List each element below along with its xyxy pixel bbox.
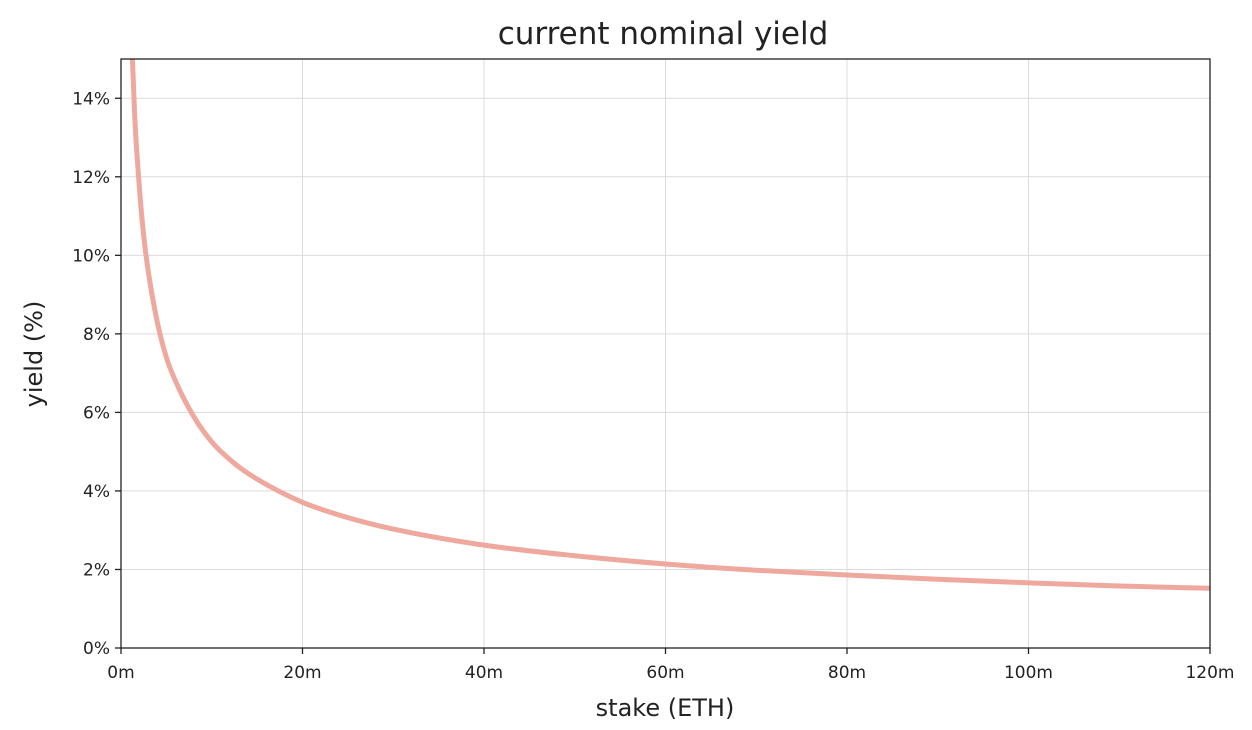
x-tick-label: 120m — [1185, 663, 1234, 683]
x-axis-ticks: 0m 20m 40m 60m 80m 100m 120m — [107, 648, 1235, 683]
x-tick-label: 60m — [646, 663, 684, 683]
y-axis-label: yield (%) — [20, 301, 48, 408]
yield-series-line — [129, 59, 1210, 591]
y-axis-ticks: 0% 2% 4% 6% 8% 10% 12% 14% — [72, 89, 121, 659]
x-tick-label: 0m — [107, 663, 134, 683]
x-tick-label: 20m — [283, 663, 321, 683]
y-tick-label: 4% — [83, 482, 110, 502]
y-tick-label: 12% — [72, 168, 110, 188]
y-tick-label: 6% — [83, 403, 110, 423]
grid — [120, 59, 1211, 649]
series-layer — [129, 59, 1210, 591]
x-tick-label: 80m — [828, 663, 866, 683]
x-tick-label: 100m — [1004, 663, 1053, 683]
y-tick-label: 2% — [83, 560, 110, 580]
y-tick-label: 0% — [83, 639, 110, 659]
chart-title: current nominal yield — [498, 16, 829, 52]
y-tick-label: 10% — [72, 246, 110, 266]
x-axis-label: stake (ETH) — [596, 694, 735, 722]
y-tick-label: 8% — [83, 325, 110, 345]
x-tick-label: 40m — [465, 663, 503, 683]
y-tick-label: 14% — [72, 89, 110, 109]
